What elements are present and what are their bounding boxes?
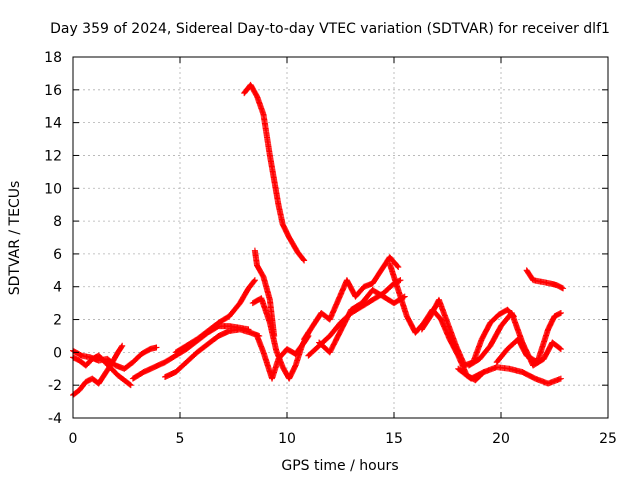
x-tick-label: 25 xyxy=(599,431,617,447)
data-point xyxy=(556,345,563,352)
y-axis-label: SDTVAR / TECUs xyxy=(7,181,23,296)
data-point xyxy=(397,277,404,284)
data-point xyxy=(118,343,125,350)
series-arc-noon-spike xyxy=(254,332,312,382)
data-point xyxy=(301,257,308,264)
plot-frame xyxy=(72,56,609,419)
data-point xyxy=(127,382,134,389)
data-point xyxy=(557,375,564,382)
y-tick-label: 2 xyxy=(53,313,62,329)
series-arc-high-decay xyxy=(241,81,308,264)
grid-lines xyxy=(73,57,608,418)
series-arc-afternoon-rise xyxy=(301,254,402,343)
axis-ticks: 0 5 10 15 20 25 -4 -2 0 2 4 6 8 10 12 14 16 18 xyxy=(44,50,617,447)
y-tick-label: 14 xyxy=(44,116,62,132)
x-tick-label: 0 xyxy=(69,431,78,447)
data-point xyxy=(126,381,133,388)
data-point xyxy=(557,309,564,316)
series-arc-evening-rise xyxy=(418,296,517,369)
y-tick-label: 8 xyxy=(53,214,62,230)
x-tick-label: 20 xyxy=(492,431,510,447)
series-arc-late-hump xyxy=(493,309,564,366)
data-point xyxy=(395,264,402,271)
data-points xyxy=(70,81,567,399)
series-arc-noon-peak xyxy=(251,247,278,339)
data-point xyxy=(251,278,258,285)
series-arc-late-mid xyxy=(465,309,564,369)
data-point xyxy=(251,277,258,284)
data-point xyxy=(271,332,278,339)
data-point xyxy=(394,263,401,270)
series-arc-morning-low xyxy=(162,326,263,380)
x-tick-label: 10 xyxy=(278,431,296,447)
series-arc-late-low xyxy=(455,364,564,387)
y-tick-label: 18 xyxy=(44,50,62,66)
y-tick-label: 6 xyxy=(53,247,62,263)
y-tick-label: 0 xyxy=(53,345,62,361)
y-tick-label: -2 xyxy=(48,378,62,394)
x-tick-label: 15 xyxy=(385,431,403,447)
data-point xyxy=(401,293,408,300)
x-axis-label: GPS time / hours xyxy=(281,458,398,474)
data-point xyxy=(560,285,567,292)
y-tick-label: 10 xyxy=(44,181,62,197)
y-tick-label: 4 xyxy=(53,280,62,296)
chart-title: Day 359 of 2024, Sidereal Day-to-day VTE… xyxy=(50,21,610,37)
y-tick-label: 16 xyxy=(44,83,62,99)
data-point xyxy=(557,346,564,353)
y-tick-label: 12 xyxy=(44,148,62,164)
data-point xyxy=(153,344,160,351)
data-point xyxy=(300,256,307,263)
y-tick-label: -4 xyxy=(48,411,62,427)
series-arc-morning-high xyxy=(172,277,258,356)
data-point xyxy=(119,342,126,349)
x-tick-label: 5 xyxy=(176,431,185,447)
series-arc-late-high xyxy=(523,267,567,292)
